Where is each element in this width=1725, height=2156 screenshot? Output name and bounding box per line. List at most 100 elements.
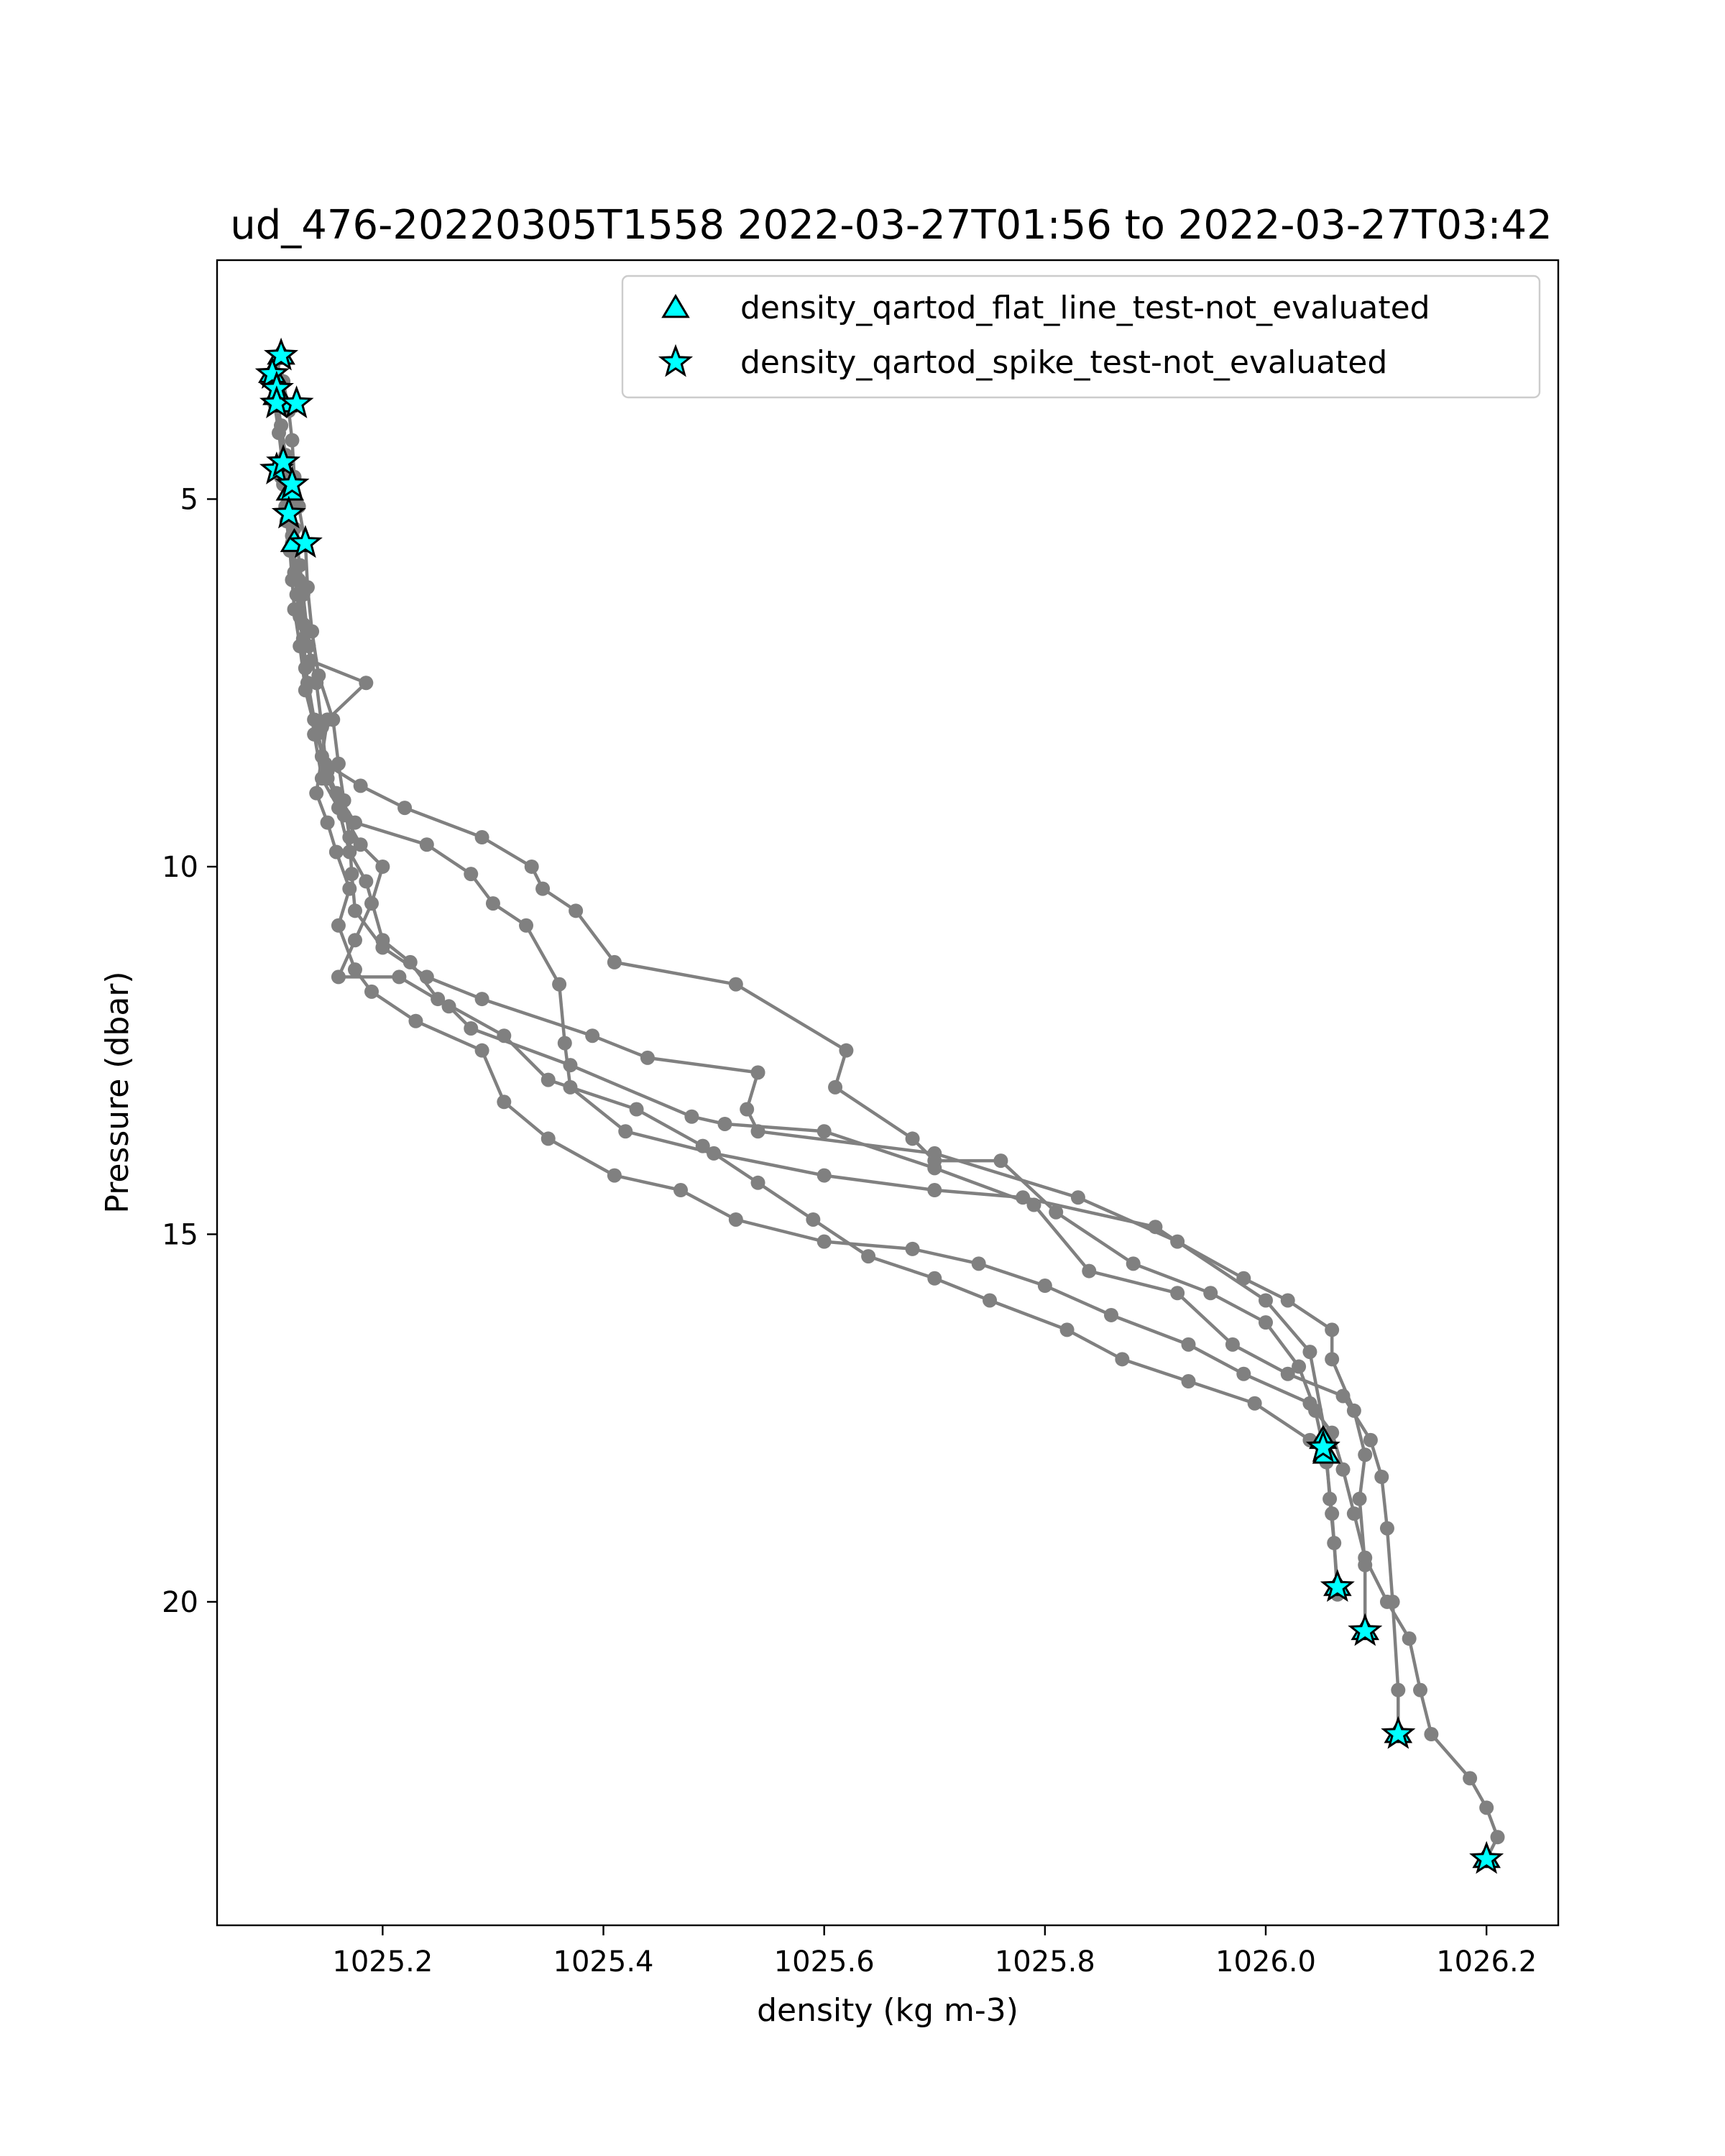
y-tick-label: 10 <box>162 851 198 884</box>
profile-point <box>750 1065 765 1080</box>
profile-point <box>927 1183 942 1198</box>
profile-point <box>1225 1337 1240 1352</box>
legend-star-marker <box>658 344 694 377</box>
profile-point <box>1490 1830 1505 1845</box>
spike-flag-marker <box>279 385 314 418</box>
profile-point <box>629 1102 644 1117</box>
profile-point <box>408 1013 423 1028</box>
profile-point <box>392 969 407 985</box>
profile-point <box>485 896 500 911</box>
profile-point <box>1259 1315 1274 1330</box>
profile-point <box>519 918 534 933</box>
spike-flag-marker <box>271 495 306 529</box>
profile-point <box>569 903 584 918</box>
profile-series <box>281 506 1345 1602</box>
profile-point <box>728 1212 743 1227</box>
profile-point <box>1463 1771 1478 1786</box>
profile-point <box>1379 1521 1394 1536</box>
x-axis-label: density (kg m-3) <box>757 1992 1018 2029</box>
y-tick-label: 15 <box>162 1218 198 1251</box>
profile-point <box>1292 1359 1307 1374</box>
profile-line <box>287 513 1340 1595</box>
profile-point <box>1327 1536 1342 1551</box>
profile-point <box>1259 1293 1274 1308</box>
profile-point <box>1181 1374 1196 1389</box>
profile-point <box>419 837 434 852</box>
profile-point <box>291 572 306 587</box>
profile-point <box>1170 1286 1185 1301</box>
profile-point <box>1070 1190 1085 1205</box>
profile-point <box>1247 1396 1262 1411</box>
profile-point <box>905 1131 920 1146</box>
legend-triangle-marker <box>661 294 690 318</box>
spike-flag-marker <box>1469 1841 1504 1874</box>
profile-point <box>1379 1594 1394 1609</box>
profile-point <box>1358 1447 1373 1462</box>
spike-flag-marker <box>1320 1569 1355 1602</box>
profile-point <box>927 1146 942 1161</box>
spike-flag-marker <box>1381 1715 1416 1749</box>
x-tick-label: 1026.2 <box>1436 1945 1537 1978</box>
profile-point <box>1170 1234 1185 1249</box>
profile-point <box>1335 1462 1351 1477</box>
profile-point <box>1181 1337 1196 1352</box>
y-tick-label: 5 <box>180 483 198 516</box>
profile-point <box>684 1109 699 1124</box>
profile-point <box>828 1079 843 1095</box>
profile-point <box>1059 1322 1075 1337</box>
profile-point <box>971 1256 986 1271</box>
profile-point <box>1026 1197 1041 1212</box>
profile-point <box>695 1138 710 1153</box>
legend: density_qartod_flat_line_test-not_evalua… <box>621 275 1541 399</box>
profile-point <box>331 756 346 771</box>
profile-point <box>274 418 289 433</box>
profile-point <box>320 712 335 727</box>
profile-point <box>607 954 622 969</box>
profile-point <box>1402 1631 1417 1646</box>
profile-point <box>1115 1352 1130 1367</box>
profile-point <box>402 954 418 969</box>
profile-point <box>342 881 357 896</box>
profile-point <box>344 867 359 882</box>
profile-point <box>552 977 567 992</box>
profile-point <box>728 977 743 992</box>
spike-flag-marker <box>288 525 323 558</box>
spike-flag-marker <box>264 337 299 371</box>
profile-point <box>1302 1396 1317 1411</box>
legend-label: density_qartod_flat_line_test-not_evalua… <box>740 290 1430 326</box>
spike-flag-marker <box>254 356 290 389</box>
profile-series <box>274 469 1505 1866</box>
profile-point <box>1374 1469 1389 1484</box>
profile-point <box>740 1102 755 1117</box>
legend-label: density_qartod_spike_test-not_evaluated <box>740 344 1387 381</box>
profile-point <box>331 918 346 933</box>
profile-point <box>331 801 346 816</box>
profile-point <box>1325 1322 1340 1337</box>
x-tick-label: 1025.6 <box>774 1945 875 1978</box>
profile-point <box>927 1271 942 1286</box>
profile-point <box>816 1124 832 1139</box>
profile-point <box>540 1072 556 1087</box>
profile-point <box>1424 1727 1439 1742</box>
profile-point <box>585 1028 600 1044</box>
profile-point <box>353 778 368 793</box>
profile-line <box>279 476 1499 1860</box>
profile-point <box>905 1241 920 1256</box>
profile-point <box>295 631 310 646</box>
profile-point <box>816 1168 832 1183</box>
profile-point <box>1236 1366 1251 1381</box>
profile-point <box>535 881 551 896</box>
profile-point <box>347 903 362 918</box>
profile-point <box>497 1028 512 1044</box>
profile-point <box>397 801 413 816</box>
profile-point <box>1280 1293 1295 1308</box>
profile-point <box>1280 1366 1295 1381</box>
profile-point <box>1203 1286 1218 1301</box>
profile-point <box>359 874 374 889</box>
profile-point <box>364 984 380 999</box>
profile-point <box>806 1212 821 1227</box>
profile-point <box>375 859 390 874</box>
profile-point <box>309 786 324 801</box>
x-tick-label: 1026.0 <box>1215 1945 1316 1978</box>
